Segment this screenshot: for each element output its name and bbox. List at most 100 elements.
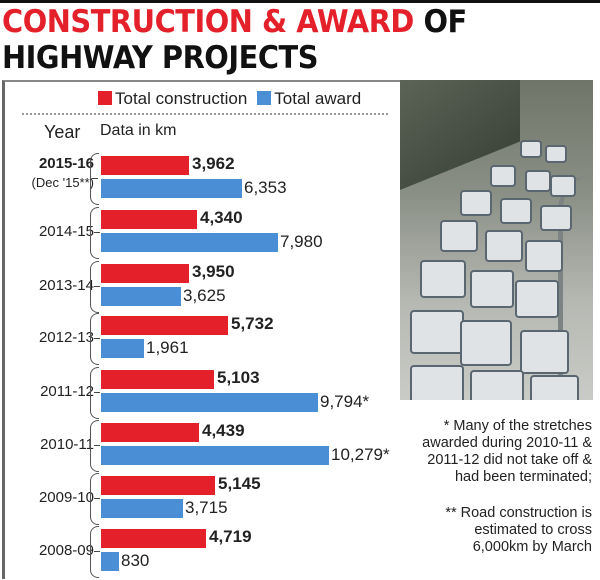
bar-construction bbox=[101, 156, 189, 175]
year-label: 2013-14 bbox=[38, 277, 94, 294]
footnote-2: ** Road construction is estimated to cro… bbox=[445, 505, 592, 555]
car bbox=[485, 230, 523, 262]
bracket-tick bbox=[94, 232, 100, 233]
legend-swatch-red bbox=[98, 91, 112, 105]
value-award: 3,715 bbox=[185, 498, 228, 517]
bar-construction bbox=[101, 316, 228, 335]
value-construction: 3,962 bbox=[192, 154, 235, 173]
car bbox=[440, 220, 478, 252]
car bbox=[525, 170, 551, 192]
bracket bbox=[90, 313, 99, 365]
bar-award bbox=[101, 287, 181, 306]
bracket bbox=[90, 473, 99, 525]
value-award: 3,625 bbox=[183, 286, 226, 305]
chart-title: CONSTRUCTION & AWARD OF HIGHWAY PROJECTS bbox=[2, 4, 467, 76]
bar-group-2012-13: 2012-13 5,732 1,961 bbox=[0, 313, 400, 367]
value-award: 7,980 bbox=[280, 232, 323, 251]
bar-group-2013-14: 2013-14 3,950 3,625 bbox=[0, 261, 400, 315]
car bbox=[460, 190, 492, 216]
value-construction: 4,340 bbox=[200, 208, 243, 227]
bar-construction bbox=[101, 264, 189, 283]
title-black-part: OF bbox=[423, 4, 467, 40]
bracket-tick bbox=[94, 338, 100, 339]
year-sublabel: (Dec '15**) bbox=[31, 175, 94, 190]
car bbox=[515, 280, 559, 318]
bar-group-2014-15: 2014-15 4,340 7,980 bbox=[0, 207, 400, 261]
car bbox=[460, 320, 512, 366]
car bbox=[550, 175, 576, 197]
year-label: 2015-16 bbox=[38, 155, 94, 172]
car bbox=[525, 240, 563, 272]
curved-railing bbox=[558, 175, 593, 400]
bracket bbox=[90, 420, 99, 472]
value-construction: 5,103 bbox=[217, 368, 260, 387]
year-label: 2011-12 bbox=[40, 383, 94, 400]
bar-award bbox=[101, 179, 242, 198]
chart-frame bbox=[2, 80, 402, 579]
year-label: 2012-13 bbox=[38, 329, 94, 346]
bar-group-2009-10: 2009-10 5,145 3,715 bbox=[0, 473, 400, 527]
footnote-1: * Many of the stretches awarded during 2… bbox=[422, 418, 592, 485]
year-label: 2009-10 bbox=[38, 489, 94, 506]
car bbox=[470, 270, 514, 308]
car bbox=[410, 365, 464, 400]
title-line2: HIGHWAY PROJECTS bbox=[2, 40, 319, 76]
year-label: 2008-09 bbox=[38, 542, 94, 559]
dotted-divider bbox=[22, 113, 388, 115]
car bbox=[530, 375, 579, 400]
bar-award bbox=[101, 233, 278, 252]
value-construction: 5,732 bbox=[231, 314, 274, 333]
top-rule bbox=[0, 0, 600, 3]
bar-construction bbox=[101, 210, 197, 229]
bracket-tick bbox=[94, 551, 100, 552]
legend-label-construction: Total construction bbox=[115, 89, 248, 108]
bracket-tick bbox=[94, 392, 100, 393]
bar-award bbox=[101, 499, 183, 518]
value-award: 1,961 bbox=[146, 338, 189, 357]
car bbox=[490, 165, 516, 187]
value-award: 830 bbox=[121, 551, 150, 570]
bracket-tick bbox=[92, 178, 98, 179]
bar-construction bbox=[101, 529, 206, 548]
bar-group-2011-12: 2011-12 5,103 9,794* bbox=[0, 367, 400, 421]
bracket bbox=[90, 261, 99, 313]
bar-award bbox=[101, 446, 329, 465]
bar-award bbox=[101, 552, 119, 571]
car bbox=[470, 370, 524, 400]
value-construction: 4,719 bbox=[209, 527, 252, 546]
car bbox=[520, 330, 569, 374]
bar-award bbox=[101, 339, 144, 358]
legend-label-award: Total award bbox=[274, 89, 362, 108]
bracket bbox=[90, 526, 99, 578]
value-construction: 5,145 bbox=[218, 474, 261, 493]
car bbox=[540, 205, 572, 231]
bracket-tick bbox=[94, 498, 100, 499]
value-award: 10,279* bbox=[331, 445, 390, 464]
value-construction: 3,950 bbox=[192, 262, 235, 281]
car bbox=[545, 145, 567, 163]
legend-swatch-blue bbox=[257, 91, 272, 105]
legend-item-construction: Total construction bbox=[98, 89, 247, 109]
value-construction: 4,439 bbox=[202, 421, 245, 440]
title-red-part: CONSTRUCTION & AWARD bbox=[2, 4, 414, 40]
traffic-jam-photo bbox=[400, 80, 593, 400]
bracket-tick bbox=[94, 286, 100, 287]
year-label: 2014-15 bbox=[38, 223, 94, 240]
legend-item-award: Total award bbox=[257, 89, 361, 109]
value-award: 9,794* bbox=[320, 392, 370, 411]
car bbox=[420, 260, 466, 298]
bracket bbox=[90, 153, 99, 205]
legend: Total construction Total award bbox=[98, 89, 361, 109]
unit-header: Data in km bbox=[100, 122, 177, 139]
bar-construction bbox=[101, 370, 214, 389]
bracket-tick bbox=[94, 445, 100, 446]
year-label: 2010-11 bbox=[40, 436, 94, 453]
bar-group-2008-09: 2008-09 4,719 830 bbox=[0, 526, 400, 580]
bracket bbox=[90, 207, 99, 259]
bar-construction bbox=[101, 476, 215, 495]
bar-construction bbox=[101, 423, 199, 442]
bracket bbox=[90, 367, 99, 419]
value-award: 6,353 bbox=[244, 178, 287, 197]
bar-group-2010-11: 2010-11 4,439 10,279* bbox=[0, 420, 400, 474]
bar-award bbox=[101, 393, 318, 412]
